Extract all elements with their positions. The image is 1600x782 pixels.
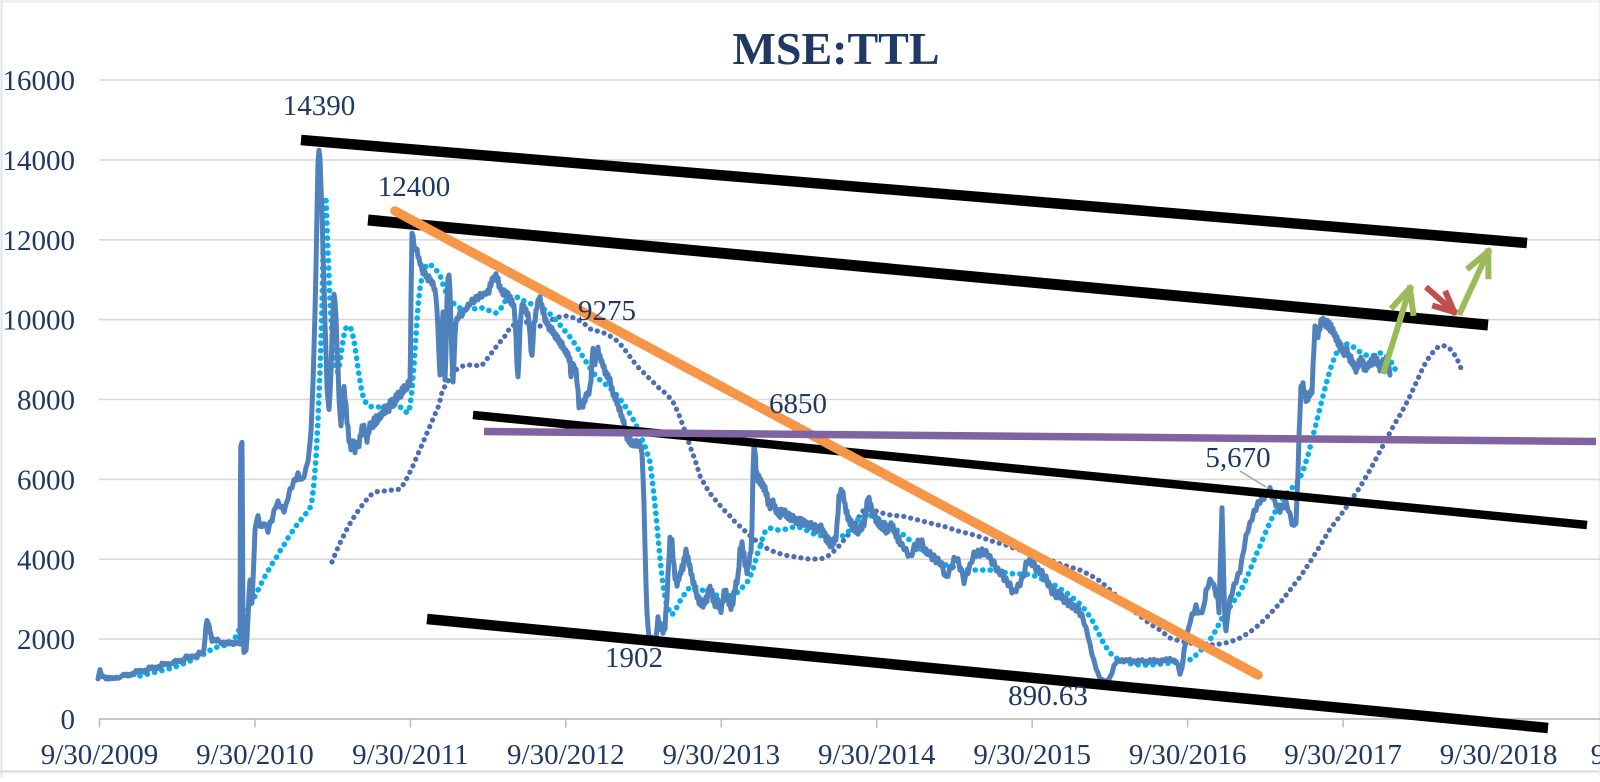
svg-text:14390: 14390 xyxy=(283,90,356,122)
svg-text:5,670: 5,670 xyxy=(1205,442,1270,474)
svg-text:9/30/2018: 9/30/2018 xyxy=(1440,739,1558,771)
svg-text:9/30/2013: 9/30/2013 xyxy=(662,739,780,771)
svg-text:16000: 16000 xyxy=(3,65,76,97)
svg-text:9/30/2014: 9/30/2014 xyxy=(818,739,936,771)
svg-text:6000: 6000 xyxy=(17,464,75,496)
svg-text:4000: 4000 xyxy=(17,544,75,576)
svg-text:10000: 10000 xyxy=(3,305,76,337)
svg-text:12000: 12000 xyxy=(3,225,76,257)
svg-text:14000: 14000 xyxy=(3,145,76,177)
svg-text:9/30/2016: 9/30/2016 xyxy=(1129,739,1247,771)
svg-text:9/30/2012: 9/30/2012 xyxy=(507,739,625,771)
svg-text:6850: 6850 xyxy=(769,388,827,420)
svg-text:9275: 9275 xyxy=(578,295,636,327)
svg-text:MSE:TTL: MSE:TTL xyxy=(732,23,939,74)
svg-text:9/30/2015: 9/30/2015 xyxy=(973,739,1091,771)
svg-text:9/30/2010: 9/30/2010 xyxy=(196,739,314,771)
svg-text:12400: 12400 xyxy=(378,171,451,203)
svg-text:9/30/2009: 9/30/2009 xyxy=(41,739,159,771)
svg-text:9/30/2017: 9/30/2017 xyxy=(1284,739,1402,771)
svg-text:9: 9 xyxy=(1591,739,1600,771)
svg-text:1902: 1902 xyxy=(605,642,663,674)
svg-text:8000: 8000 xyxy=(17,385,75,417)
svg-text:0: 0 xyxy=(61,704,76,736)
svg-text:9/30/2011: 9/30/2011 xyxy=(352,739,469,771)
svg-text:890.63: 890.63 xyxy=(1008,680,1088,712)
svg-text:2000: 2000 xyxy=(17,624,75,656)
